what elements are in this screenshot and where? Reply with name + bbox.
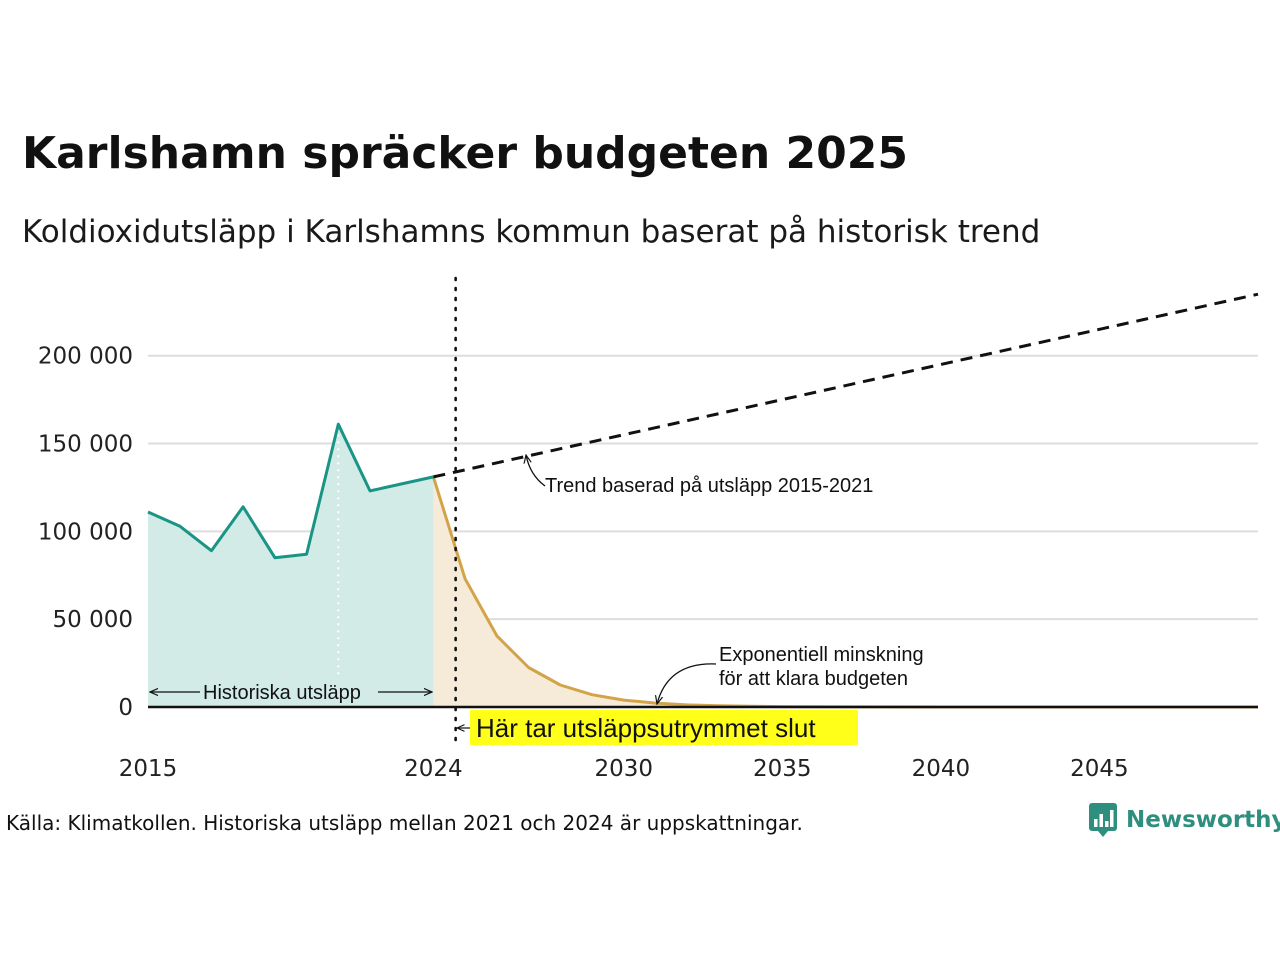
trend-annotation-arrow — [526, 455, 546, 487]
chart-areas — [148, 424, 1258, 707]
x-tick-label: 2035 — [753, 756, 812, 782]
budget-end-label: Här tar utsläppsutrymmet slut — [476, 713, 816, 743]
chart-title: Karlshamn spräcker budgeten 2025 — [22, 128, 908, 179]
y-tick-label: 150 000 — [38, 432, 133, 458]
reduction-label-line2: för att klara budgeten — [719, 668, 908, 690]
brand-name: Newsworthy — [1126, 807, 1280, 833]
source-note: Källa: Klimatkollen. Historiska utsläpp … — [6, 811, 803, 835]
x-tick-label: 2015 — [119, 756, 178, 782]
reduction-area — [433, 476, 1258, 707]
budget-end-highlight — [470, 710, 858, 745]
y-axis: 0 50 000 100 000 150 000 200 000 — [38, 344, 133, 721]
historical-label: Historiska utsläpp — [203, 682, 361, 704]
x-tick-label: 2030 — [594, 756, 653, 782]
historical-line — [147, 422, 434, 560]
x-tick-label: 2024 — [404, 756, 463, 782]
x-tick-label: 2040 — [912, 756, 971, 782]
y-tick-label: 50 000 — [53, 607, 133, 633]
y-tick-label: 200 000 — [38, 344, 133, 370]
y-tick-label: 100 000 — [38, 519, 133, 545]
trend-label: Trend baserad på utsläpp 2015-2021 — [545, 475, 873, 497]
reduction-label-line1: Exponentiell minskning — [719, 644, 924, 666]
x-axis: 2015 2024 2030 2035 2040 2045 — [119, 756, 1129, 782]
brand-logo[interactable]: Newsworthy — [1088, 802, 1280, 838]
historical-area — [148, 424, 434, 707]
trend-line — [433, 292, 1259, 479]
chart-subtitle: Koldioxidutsläpp i Karlshamns kommun bas… — [22, 214, 1041, 250]
y-tick-label: 0 — [118, 695, 133, 721]
x-tick-label: 2045 — [1070, 756, 1129, 782]
newsworthy-logo-icon — [1089, 803, 1117, 837]
reduction-annotation-arrow — [657, 663, 717, 704]
